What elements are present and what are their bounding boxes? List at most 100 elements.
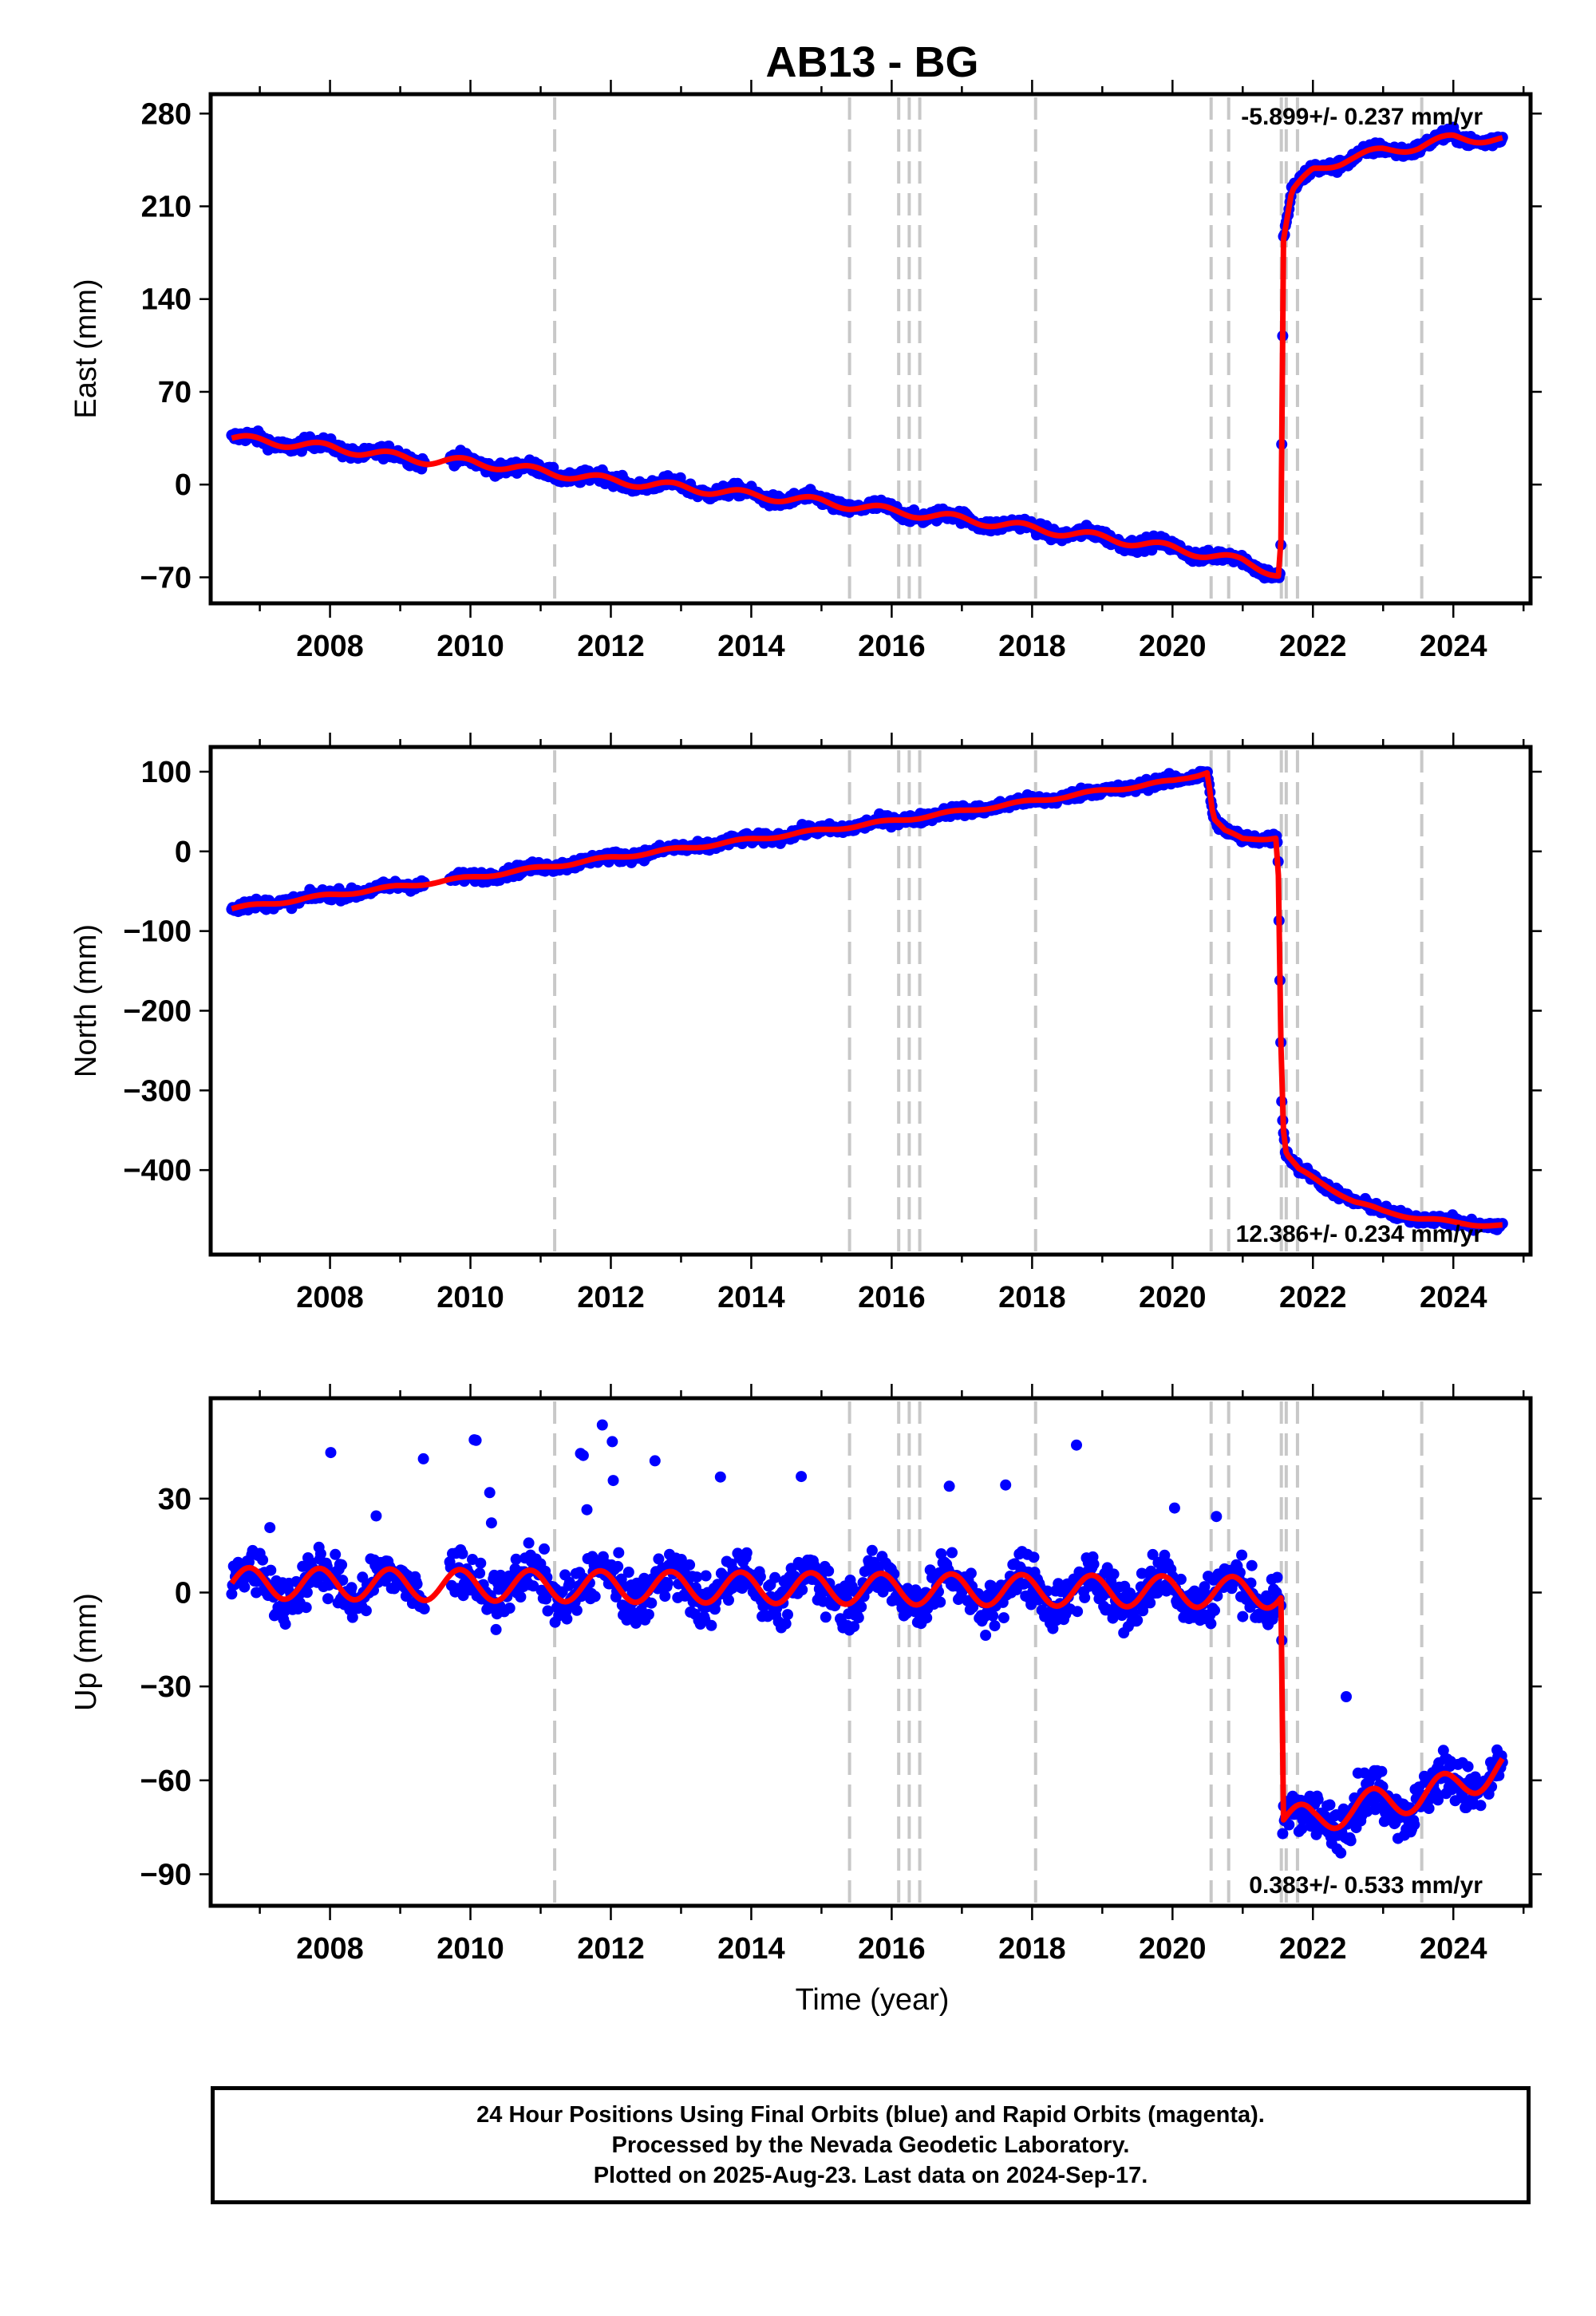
y-tick-label: 280 — [141, 97, 192, 131]
data-point — [596, 1419, 608, 1431]
data-point — [653, 1553, 665, 1565]
x-tick-label: 2016 — [858, 630, 926, 663]
data-point — [1462, 1761, 1474, 1773]
data-point — [325, 1447, 337, 1459]
x-tick-label: 2024 — [1420, 630, 1487, 663]
data-point — [769, 1571, 781, 1583]
y-tick-label: −30 — [140, 1670, 192, 1704]
data-point — [935, 1548, 947, 1559]
data-point — [226, 1588, 238, 1600]
x-tick-label: 2014 — [717, 1932, 785, 1966]
data-point — [581, 1504, 593, 1516]
data-point — [943, 1480, 955, 1492]
x-tick-label: 2010 — [437, 1281, 504, 1314]
y-tick-label: −90 — [140, 1858, 192, 1891]
data-point — [987, 1610, 999, 1622]
x-tick-label: 2020 — [1139, 1932, 1207, 1966]
data-point — [1324, 1799, 1336, 1811]
data-point — [485, 1517, 497, 1529]
data-point — [239, 1581, 251, 1593]
data-point — [301, 1587, 313, 1599]
data-point — [346, 1611, 358, 1623]
y-tick-label: −400 — [123, 1154, 192, 1188]
footer-line-1: 24 Hour Positions Using Final Orbits (bl… — [476, 2102, 1265, 2128]
x-tick-label: 2022 — [1279, 1932, 1347, 1966]
rate-annotation: -5.899+/- 0.237 mm/yr — [1241, 104, 1483, 130]
data-point — [1144, 1597, 1156, 1609]
data-point — [1345, 1835, 1357, 1847]
data-point — [456, 1547, 468, 1559]
y-tick-label: 0 — [175, 836, 192, 869]
data-points — [226, 765, 1508, 1236]
data-point — [691, 1571, 703, 1583]
y-axis-label: East (mm) — [69, 279, 103, 418]
panel-frame — [208, 92, 1533, 606]
data-point — [322, 1593, 334, 1605]
y-tick-label: 100 — [141, 756, 192, 789]
data-point — [504, 1603, 516, 1614]
data-point — [848, 1621, 860, 1633]
x-tick-label: 2020 — [1139, 1281, 1207, 1314]
data-point — [1246, 1559, 1258, 1571]
data-point — [1271, 1571, 1283, 1583]
data-point — [418, 1603, 430, 1614]
data-point — [1071, 1439, 1082, 1451]
data-point — [796, 1471, 808, 1483]
data-point — [1341, 1691, 1352, 1702]
data-point — [475, 1557, 487, 1569]
y-tick-label: −300 — [123, 1074, 192, 1108]
data-point — [1423, 1803, 1435, 1814]
data-point — [1072, 1606, 1084, 1618]
y-tick-label: −200 — [123, 994, 192, 1028]
data-point — [1376, 1765, 1388, 1777]
x-tick-label: 2008 — [296, 630, 364, 663]
x-tick-label: 2024 — [1420, 1281, 1487, 1314]
data-point — [279, 1618, 291, 1630]
data-point — [852, 1612, 864, 1623]
fit-curve — [231, 132, 1503, 579]
data-point — [700, 1570, 712, 1582]
x-tick-label: 2018 — [998, 1281, 1066, 1314]
y-axis-label: Up (mm) — [69, 1593, 103, 1711]
data-point — [1296, 1823, 1308, 1835]
data-point — [622, 1567, 634, 1578]
data-point — [998, 1612, 1009, 1624]
data-point — [589, 1591, 601, 1603]
x-tick-label: 2024 — [1420, 1932, 1487, 1966]
x-tick-label: 2020 — [1139, 630, 1207, 663]
x-tick-label: 2016 — [858, 1281, 926, 1314]
data-point — [300, 1602, 312, 1614]
data-point — [1432, 1794, 1444, 1806]
data-point — [1283, 1819, 1295, 1831]
data-point — [823, 1565, 835, 1577]
data-point — [866, 1544, 878, 1556]
data-point — [1132, 1614, 1144, 1626]
x-tick-label: 2014 — [717, 630, 785, 663]
x-tick-label: 2010 — [437, 1932, 504, 1966]
data-point — [336, 1559, 348, 1571]
data-point — [1475, 1800, 1487, 1812]
y-tick-label: 70 — [158, 376, 192, 409]
data-point — [346, 1582, 358, 1594]
data-point — [417, 1452, 429, 1464]
x-tick-label: 2022 — [1279, 1281, 1347, 1314]
x-tick-label: 2014 — [717, 1281, 785, 1314]
data-point — [965, 1567, 977, 1579]
fit-curve — [231, 769, 1503, 1229]
data-point — [490, 1623, 502, 1635]
data-point — [523, 1537, 535, 1549]
chart-title: AB13 - BG — [765, 38, 978, 86]
data-point — [607, 1475, 619, 1487]
x-tick-label: 2012 — [577, 1281, 645, 1314]
data-point — [642, 1609, 654, 1620]
data-point — [561, 1613, 573, 1625]
data-point — [659, 1591, 671, 1603]
data-point — [1108, 1568, 1120, 1580]
data-point — [1168, 1502, 1180, 1514]
data-point — [934, 1596, 946, 1608]
x-tick-label: 2018 — [998, 630, 1066, 663]
data-point — [1000, 1479, 1012, 1491]
data-point — [542, 1605, 554, 1617]
data-point — [370, 1510, 382, 1522]
